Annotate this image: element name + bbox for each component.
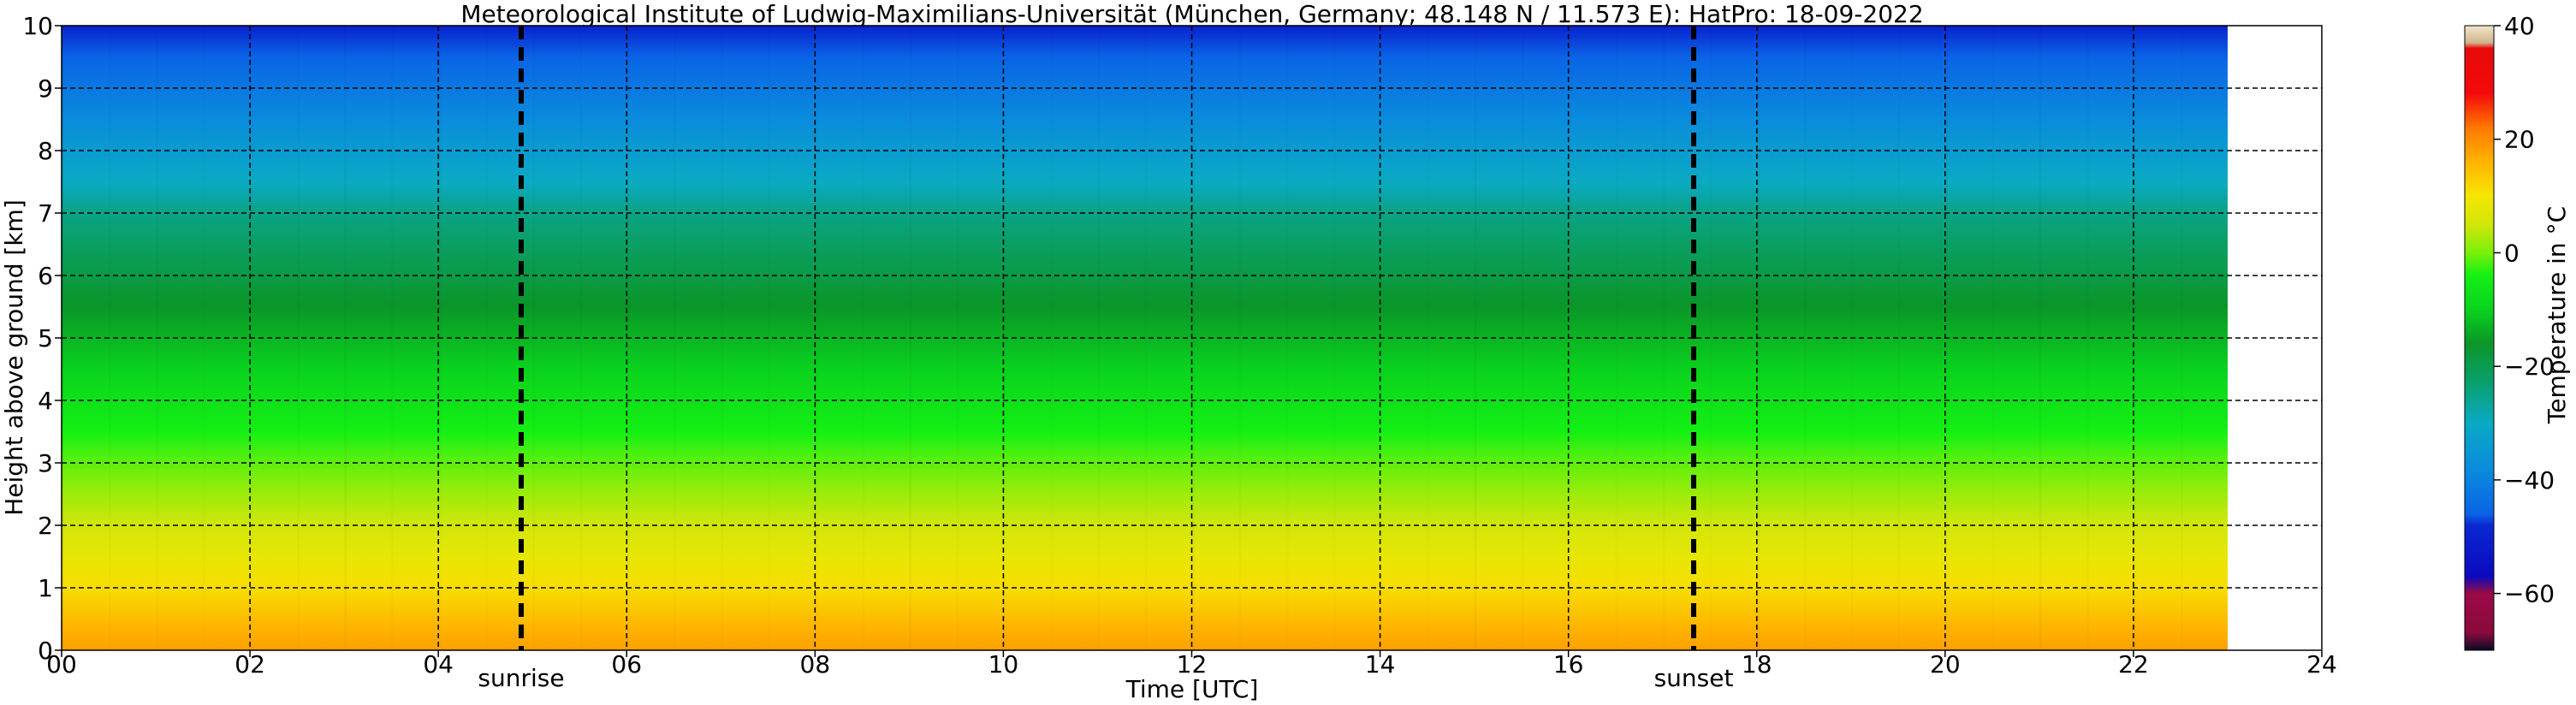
colorbar-tick-label: 40 xyxy=(2504,12,2535,40)
x-axis-ticks: 00 02 04 06 08 10 12 14 16 18 20 22 24 xyxy=(46,650,2337,678)
gridlines xyxy=(62,26,2322,650)
heatmap-column xyxy=(1427,26,1430,650)
y-tick-label: 9 xyxy=(38,74,53,103)
colorbar-ticks: 40 20 0 −20 −40 −60 xyxy=(2494,12,2555,608)
x-tick-label: 20 xyxy=(1930,650,1961,678)
heatmap-column xyxy=(1522,26,1524,650)
heatmap-column xyxy=(1616,26,1618,650)
y-tick-label: 6 xyxy=(38,262,53,290)
heatmap-column xyxy=(2181,26,2183,650)
y-tick-label: 5 xyxy=(38,324,53,352)
y-axis-ticks: 0 1 2 3 4 5 6 7 8 9 10 xyxy=(22,12,62,665)
y-tick-label: 7 xyxy=(38,199,53,228)
colorbar-tick-label: −20 xyxy=(2504,352,2555,381)
heatmap-column xyxy=(1992,26,1995,650)
colorbar-fill xyxy=(2464,25,2495,651)
x-tick-label: 22 xyxy=(2118,650,2149,678)
x-tick-label: 08 xyxy=(800,650,831,678)
x-tick-label: 00 xyxy=(46,650,77,678)
y-tick-label: 0 xyxy=(38,637,53,665)
colorbar: 40 20 0 −20 −40 −60 xyxy=(2464,12,2555,651)
x-tick-label: 14 xyxy=(1365,650,1396,678)
x-tick-label: 18 xyxy=(1742,650,1772,678)
colorbar-tick-label: 20 xyxy=(2504,126,2535,154)
x-tick-label: 02 xyxy=(234,650,265,678)
heatmap-column xyxy=(1710,26,1712,650)
colorbar-tick-label: 0 xyxy=(2504,239,2520,267)
y-tick-label: 4 xyxy=(38,387,53,415)
chart-title: Meteorological Institute of Ludwig-Maxim… xyxy=(460,0,1923,28)
colorbar-label: Temperature in °C xyxy=(2543,206,2571,424)
y-tick-label: 10 xyxy=(22,12,53,40)
y-tick-label: 2 xyxy=(38,512,53,540)
x-tick-label: 10 xyxy=(988,650,1019,678)
y-tick-label: 3 xyxy=(38,449,53,477)
heatmap-column xyxy=(1804,26,1807,650)
x-tick-label: 04 xyxy=(423,650,454,678)
x-tick-label: 06 xyxy=(611,650,642,678)
x-tick-label: 24 xyxy=(2306,650,2337,678)
colorbar-tick-label: −40 xyxy=(2504,466,2555,495)
heatmap-column xyxy=(1333,26,1336,650)
sunrise-label: sunrise xyxy=(478,664,564,692)
sunset-label: sunset xyxy=(1654,664,1734,692)
plot-area: sunrise sunset 00 02 04 06 08 10 12 14 16 18 20 22 24… xyxy=(22,12,2336,692)
sun-markers: sunrise sunset xyxy=(478,26,1733,692)
y-tick-label: 1 xyxy=(38,574,53,602)
x-axis-label: Time [UTC] xyxy=(1125,675,1259,703)
colorbar-tick-label: −60 xyxy=(2504,580,2555,608)
y-tick-label: 8 xyxy=(38,137,53,165)
x-tick-label: 12 xyxy=(1177,650,1208,678)
x-tick-label: 16 xyxy=(1553,650,1584,678)
heatmap-column xyxy=(1898,26,1901,650)
heatmap-column xyxy=(2086,26,2089,650)
y-axis-label: Height above ground [km] xyxy=(0,199,28,516)
